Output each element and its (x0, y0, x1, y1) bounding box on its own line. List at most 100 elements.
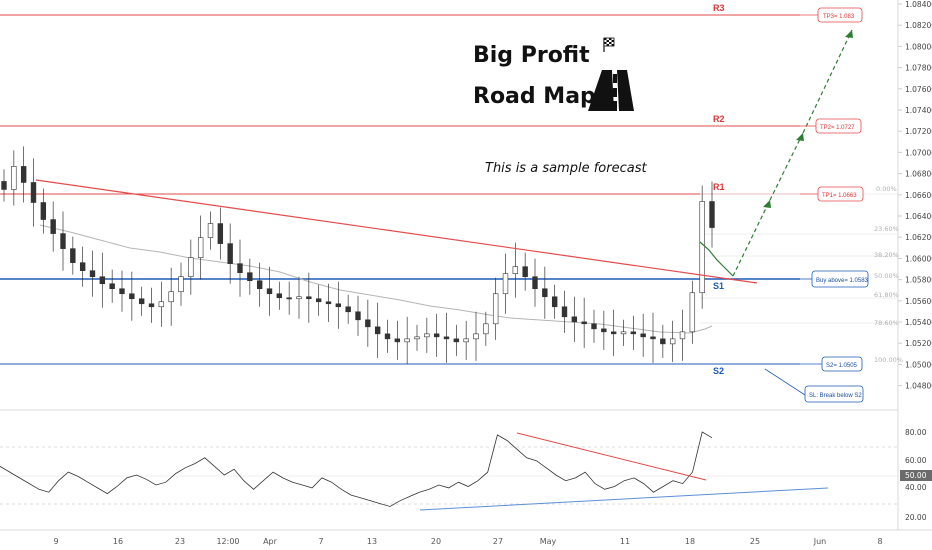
candle-body[interactable] (542, 288, 548, 298)
candle-body[interactable] (463, 338, 469, 343)
candle-body[interactable] (158, 301, 165, 308)
tp3-callout[interactable]: TP3= 1.083 (800, 7, 863, 23)
candle-body[interactable] (129, 293, 135, 300)
candle-body[interactable] (266, 288, 273, 295)
moving-average-line[interactable] (39, 224, 713, 334)
price-axis[interactable]: 1.08400 1.08200 1.08000 1.07800 1.07600 1.074… (898, 0, 932, 391)
rsi-tick-20: 20.00 (905, 513, 927, 522)
fib-retracement[interactable]: 0.00% 23.60% 38.20% 50.00% 61.80% 78.60%… (700, 185, 903, 364)
candle-body[interactable] (365, 319, 371, 328)
candle-body[interactable] (345, 306, 351, 313)
s2-callout[interactable]: S2= 1.0505 (800, 356, 863, 372)
candle-body[interactable] (679, 331, 686, 340)
candle-body[interactable] (79, 262, 86, 271)
r3-label: R3 (713, 3, 725, 13)
rsi-support-trendline[interactable] (419, 487, 829, 511)
candle-body[interactable] (650, 336, 656, 340)
candle-body[interactable] (138, 298, 145, 305)
candle-body[interactable] (89, 270, 96, 277)
candle-body[interactable] (11, 166, 17, 190)
rsi-current-badge (900, 470, 932, 481)
candle-body[interactable] (473, 333, 479, 340)
candle-body[interactable] (60, 233, 66, 249)
candle-body[interactable] (40, 202, 47, 220)
candle-body[interactable] (247, 272, 253, 282)
candle-body[interactable] (355, 311, 361, 321)
fib-label-100: 100.00% (874, 356, 903, 364)
candle-body[interactable] (335, 303, 342, 308)
candle-body[interactable] (591, 323, 597, 330)
descending-trendline[interactable] (35, 179, 758, 284)
tp1-callout[interactable]: TP1= 1.0663 (800, 186, 864, 202)
time-axis[interactable]: 9 16 23 12:00 Apr 7 13 20 27 May 11 18 25 Jun 8 (53, 537, 882, 546)
price-tick-label: 1.05800 (905, 276, 932, 285)
candle-body[interactable] (315, 298, 322, 303)
candle-body[interactable] (384, 333, 391, 340)
candle-body[interactable] (443, 336, 450, 340)
stop-loss-callout[interactable]: SL: Break below S2 (764, 368, 864, 403)
candle-body[interactable] (276, 293, 283, 299)
candle-body[interactable] (512, 266, 519, 274)
candle-body[interactable] (168, 291, 174, 303)
candle-body[interactable] (601, 328, 607, 333)
candle-body[interactable] (227, 243, 233, 264)
candle-body[interactable] (414, 336, 420, 340)
candle-body[interactable] (306, 296, 312, 300)
time-tick-label: 11 (620, 537, 630, 546)
candle-body[interactable] (148, 303, 155, 308)
candle-body[interactable] (709, 201, 715, 228)
price-tick-label: 1.08400 (905, 0, 932, 9)
candle-body[interactable] (581, 321, 587, 325)
rsi-resistance-trendline[interactable] (516, 432, 707, 481)
candle-body[interactable] (70, 248, 76, 263)
candle-body[interactable] (217, 223, 224, 244)
candle-body[interactable] (178, 276, 184, 293)
candle-body[interactable] (256, 280, 263, 290)
candle-body[interactable] (610, 331, 617, 335)
rsi-pane: 80.00 60.00 50.00 40.00 20.00 (0, 428, 932, 522)
candle-body[interactable] (197, 237, 204, 258)
candle-body[interactable] (630, 331, 637, 335)
candle-body[interactable] (433, 333, 440, 338)
candle-body[interactable] (424, 333, 430, 338)
candle-body[interactable] (522, 266, 528, 277)
candle-body[interactable] (640, 333, 646, 338)
candle-body[interactable] (296, 296, 302, 300)
time-tick-label: 27 (493, 537, 503, 546)
candle-body[interactable] (119, 288, 125, 295)
candle-body[interactable] (1, 181, 7, 190)
candle-body[interactable] (532, 276, 538, 290)
candle-body[interactable] (571, 316, 578, 323)
candle-body[interactable] (453, 338, 460, 343)
main-pane: 1.08400 1.08200 1.08000 1.07800 1.07600 1.074… (898, 0, 932, 391)
candle-body[interactable] (286, 297, 292, 300)
candle-body[interactable] (99, 276, 106, 285)
candle-body[interactable] (689, 292, 696, 333)
candle-body[interactable] (325, 301, 332, 305)
tp3-text: TP3= 1.083 (823, 14, 855, 20)
candle-body[interactable] (483, 323, 489, 335)
candle-body[interactable] (492, 293, 499, 325)
candle-body[interactable] (404, 338, 410, 343)
candle-body[interactable] (620, 331, 627, 335)
candle-body[interactable] (50, 219, 56, 234)
candle-body[interactable] (660, 338, 666, 345)
candle-body[interactable] (109, 283, 115, 290)
candle-body[interactable] (394, 338, 401, 343)
candle-body[interactable] (207, 223, 214, 238)
candlestick-series[interactable] (1, 146, 715, 364)
candle-body[interactable] (30, 182, 37, 203)
candle-body[interactable] (669, 338, 676, 345)
candle-body[interactable] (374, 326, 381, 335)
tp2-callout[interactable]: TP2= 1.0727 (800, 118, 862, 134)
buy-above-callout[interactable]: Buy above= 1.0583 (800, 270, 869, 288)
candle-body[interactable] (699, 201, 705, 294)
candle-body[interactable] (561, 306, 568, 318)
candle-body[interactable] (20, 166, 27, 183)
rsi-line[interactable] (0, 431, 713, 507)
candle-body[interactable] (502, 273, 509, 295)
candle-body[interactable] (188, 257, 194, 277)
candle-body[interactable] (551, 296, 558, 308)
candle-body[interactable] (237, 263, 243, 273)
rsi-tick-60: 60.00 (905, 456, 927, 465)
